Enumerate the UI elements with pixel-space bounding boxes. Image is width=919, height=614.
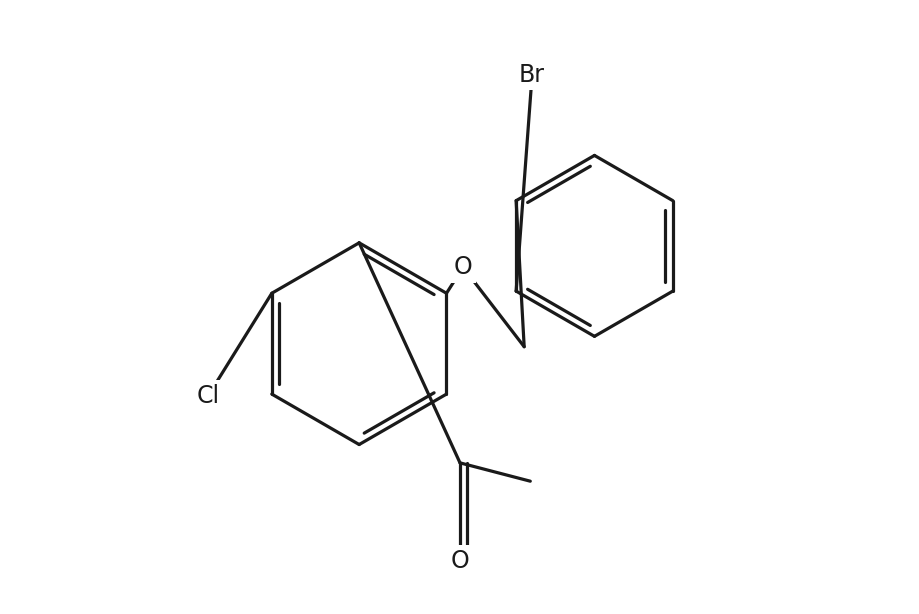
Text: O: O [453,255,472,279]
Text: Cl: Cl [197,384,220,408]
Text: Br: Br [518,63,545,87]
Text: O: O [450,549,469,573]
